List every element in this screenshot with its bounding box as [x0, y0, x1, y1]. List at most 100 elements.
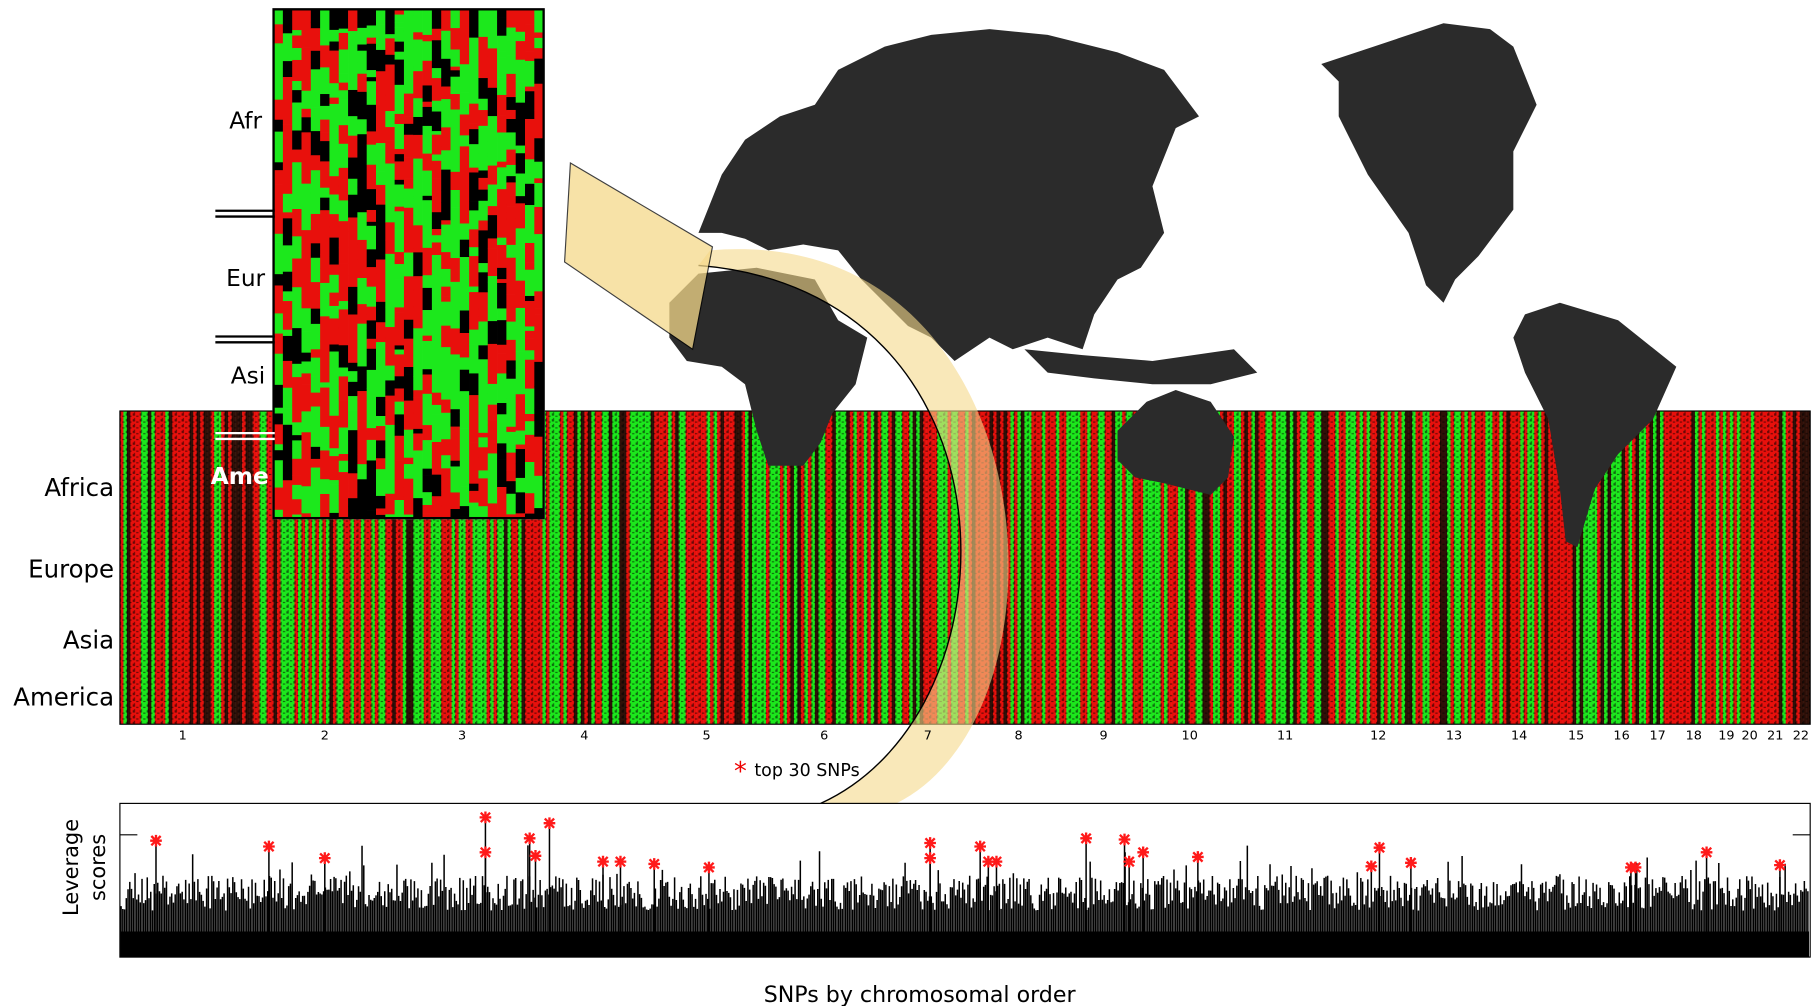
inset-cell	[432, 415, 442, 443]
inset-cell	[395, 161, 405, 167]
inset-cell	[274, 385, 284, 408]
inset-cell	[497, 487, 507, 513]
inset-cell	[460, 257, 470, 283]
inset-cell	[311, 358, 321, 377]
inset-cell	[516, 445, 526, 450]
inset-cell	[404, 16, 414, 31]
inset-cell	[311, 214, 321, 228]
inset-cell	[506, 273, 516, 294]
inset-cell	[385, 254, 395, 281]
inset-cell	[460, 9, 470, 34]
inset-cell	[460, 357, 470, 370]
inset-cell	[292, 405, 302, 422]
inset-cell	[478, 470, 488, 478]
inset-cell	[357, 134, 367, 158]
inset-cell	[311, 349, 321, 358]
inset-cell	[488, 249, 498, 267]
inset-cell	[385, 141, 395, 164]
inset-cell	[413, 429, 423, 434]
inset-cell	[329, 395, 339, 405]
inset-cell	[469, 123, 479, 129]
inset-cell	[451, 155, 461, 172]
inset-cell	[376, 368, 386, 387]
inset-cell	[292, 181, 302, 209]
inset-label: Asi	[231, 363, 266, 390]
inset-cell	[441, 87, 451, 94]
inset-cell	[357, 45, 367, 52]
inset-cell	[292, 90, 302, 103]
inset-cell	[460, 333, 470, 352]
inset-cell	[292, 236, 302, 255]
inset-cell	[320, 388, 330, 405]
inset-heatmap	[274, 9, 544, 518]
inset-cell	[320, 94, 330, 106]
inset-cell	[320, 313, 330, 317]
inset-cell	[441, 287, 451, 297]
inset-cell	[329, 366, 339, 395]
inset-cell	[292, 422, 302, 435]
inset-cell	[385, 34, 395, 39]
inset-cell	[348, 48, 358, 62]
inset-cell	[469, 457, 479, 484]
inset-cell	[488, 185, 498, 207]
inset-cell	[460, 34, 470, 52]
inset-cell	[302, 91, 312, 109]
top-snp-star	[703, 862, 715, 874]
inset-cell	[497, 84, 507, 95]
inset-cell	[497, 189, 507, 204]
top-snp-star	[648, 858, 660, 870]
inset-cell	[488, 367, 498, 384]
inset-cell	[357, 244, 367, 260]
inset-cell	[404, 47, 414, 68]
inset-cell	[441, 455, 451, 468]
inset-cell	[376, 285, 386, 302]
inset-label: Ame	[211, 463, 269, 490]
inset-cell	[376, 172, 386, 186]
inset-cell	[460, 114, 470, 135]
inset-cell	[423, 341, 433, 352]
inset-cell	[329, 306, 339, 319]
inset-cell	[329, 83, 339, 98]
inset-cell	[497, 354, 507, 374]
inset-cell	[348, 248, 358, 276]
inset-cell	[413, 357, 423, 377]
inset-cell	[329, 194, 339, 214]
inset-cell	[506, 360, 516, 379]
inset-cell	[339, 472, 349, 486]
inset-cell	[488, 307, 498, 322]
inset-cell	[432, 212, 442, 229]
inset-cell	[404, 413, 414, 430]
inset-cell	[311, 227, 321, 243]
inset-cell	[404, 249, 414, 253]
inset-cell	[329, 59, 339, 69]
inset-cell	[395, 500, 405, 510]
inset-cell	[339, 505, 349, 519]
inset-cell	[478, 328, 488, 346]
inset-cell	[516, 196, 526, 204]
inset-cell	[432, 289, 442, 310]
inset-cell	[423, 41, 433, 61]
inset-cell	[441, 297, 451, 302]
inset-cell	[302, 109, 312, 118]
inset-cell	[497, 17, 507, 36]
inset-cell	[451, 207, 461, 226]
inset-cell	[478, 56, 488, 78]
inset-cell	[497, 339, 507, 345]
inset-cell	[283, 194, 293, 213]
inset-cell	[413, 290, 423, 308]
inset-cell	[274, 9, 284, 24]
inset-cell	[413, 376, 423, 390]
inset-cell	[348, 473, 358, 498]
inset-cell	[441, 9, 451, 31]
inset-cell	[376, 232, 386, 259]
inset-cell	[404, 117, 414, 125]
top-snp-star	[1080, 833, 1092, 845]
inset-cell	[376, 71, 386, 95]
inset-cell	[292, 162, 302, 181]
top-snp-star	[1119, 834, 1131, 846]
inset-cell	[451, 67, 461, 71]
inset-cell	[311, 377, 321, 393]
inset-cell	[441, 170, 451, 191]
inset-cell	[329, 226, 339, 238]
inset-cell	[506, 154, 516, 166]
